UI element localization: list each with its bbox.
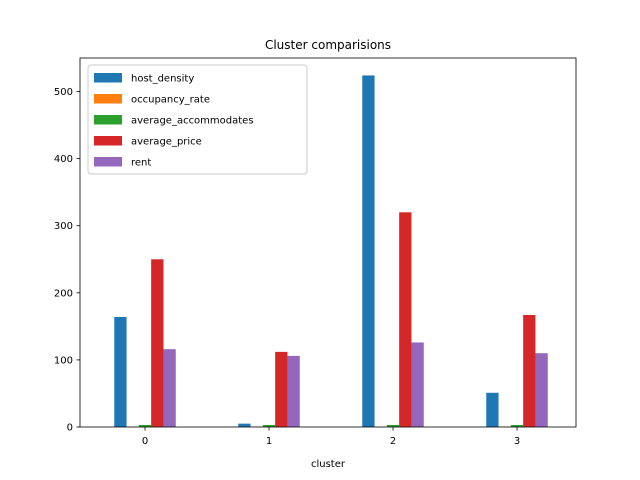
- legend-label-host_density: host_density: [131, 74, 194, 85]
- bar-average_price-3: [523, 314, 536, 427]
- y-tick-label: 0: [67, 423, 73, 434]
- x-axis-label: cluster: [311, 459, 346, 470]
- x-tick-label: 0: [142, 436, 148, 447]
- bar-rent-0: [163, 349, 176, 427]
- legend-swatch-occupancy_rate: [94, 94, 122, 104]
- bar-average_accommodates-2: [386, 424, 400, 427]
- bar-rent-2: [411, 342, 424, 427]
- legend-label-average_accommodates: average_accommodates: [131, 116, 254, 127]
- y-tick-label: 500: [54, 87, 73, 98]
- x-tick-label: 2: [390, 436, 396, 447]
- y-tick-label: 200: [54, 288, 73, 299]
- bar-host_density-1: [238, 423, 251, 427]
- bar-rent-1: [287, 355, 300, 427]
- bar-average_accommodates-1: [262, 424, 276, 427]
- y-tick-label: 400: [54, 154, 73, 165]
- x-tick-label: 1: [266, 436, 272, 447]
- bar-rent-3: [535, 353, 548, 427]
- bar-average_accommodates-0: [138, 424, 152, 427]
- bar-host_density-2: [362, 75, 375, 427]
- legend-label-average_price: average_price: [131, 137, 202, 148]
- bars-group: [114, 75, 548, 427]
- legend-frame: [87, 64, 308, 175]
- legend-swatch-average_price: [94, 136, 122, 146]
- bar-average_accommodates-3: [510, 424, 524, 427]
- legend-swatch-host_density: [94, 73, 122, 83]
- plot-frame: [79, 57, 577, 428]
- x-tick-label: 3: [514, 436, 520, 447]
- chart-title: Cluster comparisions: [265, 38, 391, 52]
- axes-group: 0 100 200 300 400 500 0 1 2 3: [54, 57, 577, 447]
- bar-average_price-2: [399, 212, 412, 427]
- bar-average_price-1: [275, 351, 288, 427]
- y-tick-label: 300: [54, 221, 73, 232]
- y-tick-label: 100: [54, 355, 73, 366]
- legend-label-occupancy_rate: occupancy_rate: [131, 95, 210, 106]
- bar-host_density-3: [486, 392, 499, 427]
- legend-swatch-rent: [94, 157, 122, 167]
- legend-swatch-average_accommodates: [94, 115, 122, 125]
- bar-average_price-0: [151, 259, 164, 427]
- legend: host_density occupancy_rate average_accomm…: [87, 64, 308, 175]
- bar-host_density-0: [114, 316, 127, 427]
- legend-label-rent: rent: [131, 158, 151, 169]
